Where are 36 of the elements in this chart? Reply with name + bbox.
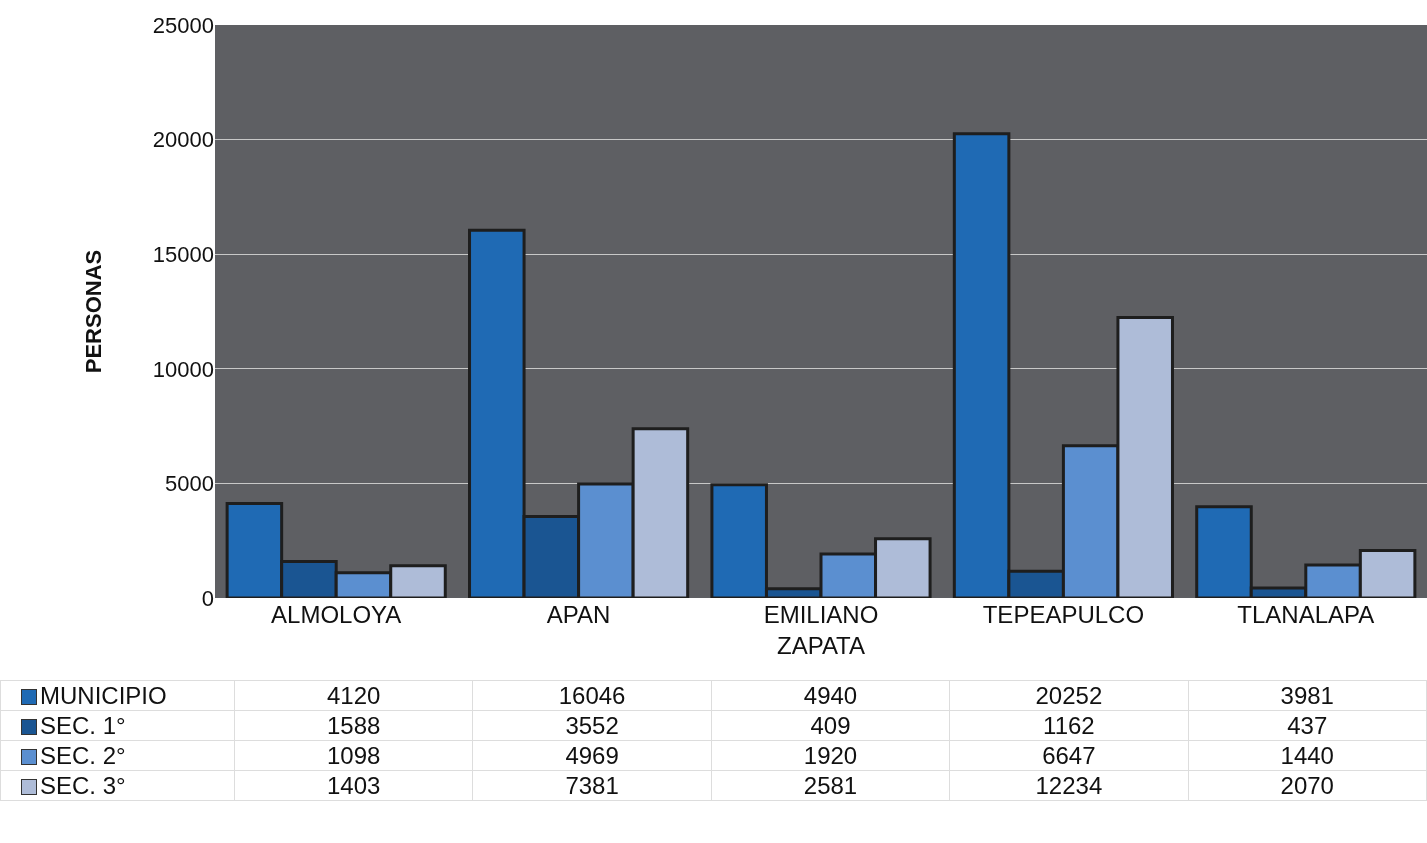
data-label: 3981 bbox=[1188, 680, 1427, 711]
data-label: 4940 bbox=[711, 680, 950, 711]
data-label: 437 bbox=[1188, 710, 1427, 741]
data-label: 12234 bbox=[949, 770, 1189, 801]
legend-label: SEC. 3° bbox=[40, 771, 126, 799]
y-tick-label: 5000 bbox=[165, 471, 214, 497]
y-tick-label: 10000 bbox=[152, 356, 214, 382]
y-tick-label: 0 bbox=[201, 585, 214, 611]
data-label: 4120 bbox=[234, 680, 473, 711]
data-label: 16046 bbox=[472, 680, 712, 711]
data-label: 3552 bbox=[472, 710, 712, 741]
data-label: 7381 bbox=[472, 770, 712, 801]
legend-label: MUNICIPIO bbox=[40, 681, 167, 709]
data-label: 2581 bbox=[711, 770, 950, 801]
legend-label: SEC. 2° bbox=[40, 741, 126, 769]
data-label: 409 bbox=[711, 710, 950, 741]
x-tick-label: ALMOLOYA bbox=[271, 601, 402, 628]
x-tick-label: TEPEAPULCO bbox=[982, 601, 1145, 628]
legend-label: SEC. 1° bbox=[40, 711, 126, 739]
data-label: 6647 bbox=[949, 740, 1189, 771]
data-label: 20252 bbox=[949, 680, 1189, 711]
data-label: 1162 bbox=[949, 710, 1189, 741]
data-label: 1440 bbox=[1188, 740, 1427, 771]
data-label: 2070 bbox=[1188, 770, 1427, 801]
y-tick-label: 25000 bbox=[152, 12, 214, 38]
y-axis-title: PERSONAS bbox=[80, 249, 106, 374]
y-tick-label: 20000 bbox=[152, 127, 214, 153]
data-label: 1920 bbox=[711, 740, 950, 771]
x-tick-label: EMILIANO ZAPATA bbox=[763, 601, 879, 660]
data-label: 4969 bbox=[472, 740, 712, 771]
x-tick-label: APAN bbox=[546, 601, 611, 628]
data-label: 1588 bbox=[234, 710, 473, 741]
y-tick-label: 15000 bbox=[152, 241, 214, 267]
data-label: 1098 bbox=[234, 740, 473, 771]
x-tick-label: TLANALAPA bbox=[1237, 601, 1375, 628]
data-label: 1403 bbox=[234, 770, 473, 801]
